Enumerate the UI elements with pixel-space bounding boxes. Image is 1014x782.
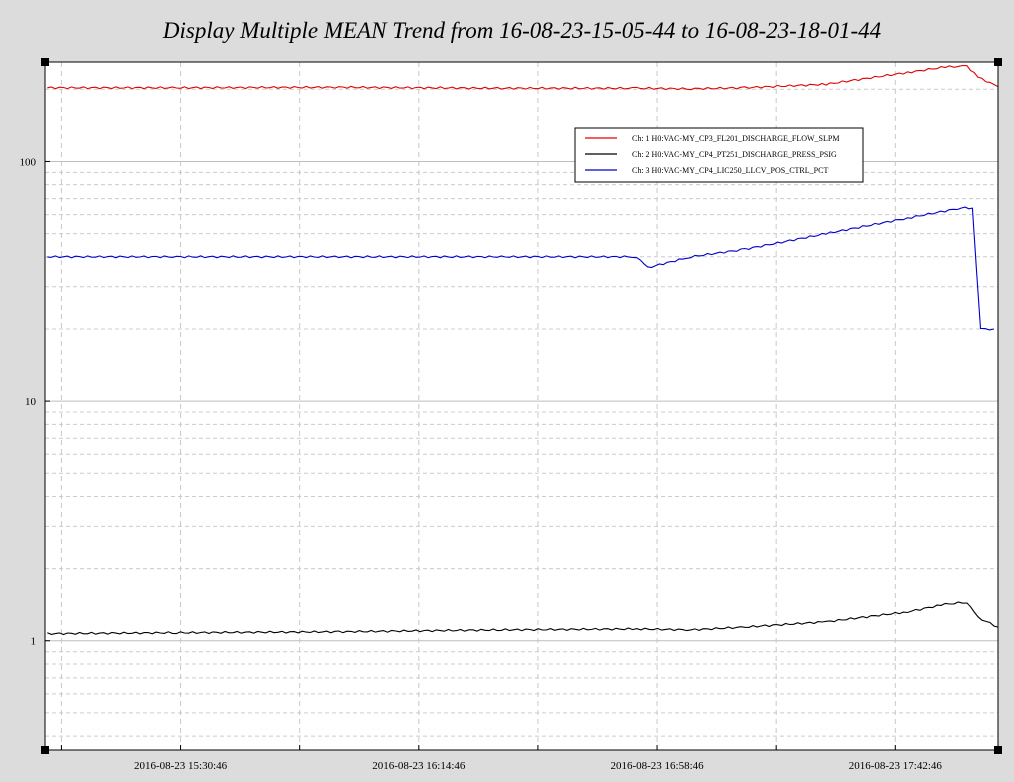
- corner-handle: [994, 746, 1002, 754]
- series-line-ch3: [47, 206, 995, 331]
- series-line-ch1: [47, 64, 999, 91]
- plot-frame: [44, 61, 999, 751]
- legend-label: Ch: 3 H0:VAC-MY_CP4_LIC250_LLCV_POS_CTRL…: [632, 166, 828, 175]
- x-tick-label: 2016-08-23 16:14:46: [372, 760, 466, 772]
- series-line-ch2: [47, 601, 999, 636]
- corner-handle: [41, 58, 49, 66]
- x-tick-label: 2016-08-23 16:58:46: [610, 760, 704, 772]
- y-tick-label: 1: [31, 636, 37, 648]
- legend-label: Ch: 1 H0:VAC-MY_CP3_FL201_DISCHARGE_FLOW…: [632, 134, 839, 143]
- corner-handle: [994, 58, 1002, 66]
- y-tick-label: 10: [25, 396, 37, 408]
- x-tick-label: 2016-08-23 17:42:46: [849, 760, 943, 772]
- x-tick-label: 2016-08-23 15:30:46: [134, 760, 228, 772]
- y-tick-label: 100: [20, 156, 37, 168]
- legend-box: [574, 127, 864, 183]
- legend-label: Ch: 2 H0:VAC-MY_CP4_PT251_DISCHARGE_PRES…: [632, 150, 837, 159]
- corner-handle: [41, 746, 49, 754]
- chart-title: Display Multiple MEAN Trend from 16-08-2…: [162, 18, 882, 43]
